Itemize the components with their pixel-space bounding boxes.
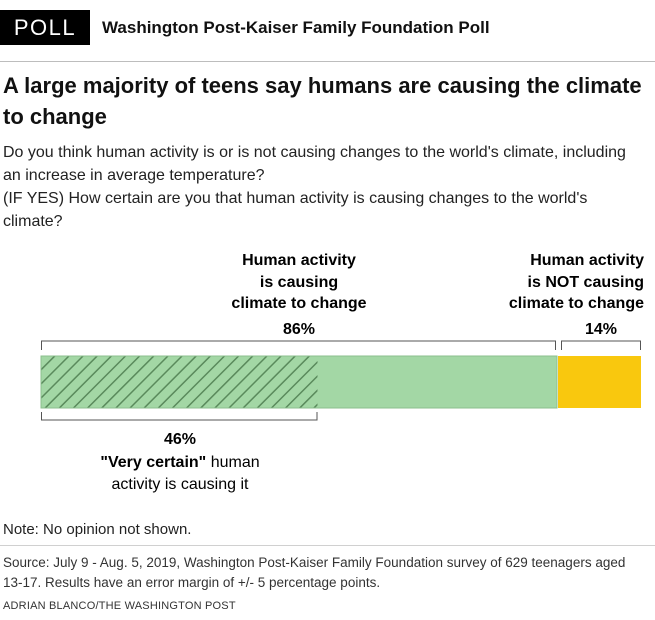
headline: A large majority of teens say humans are… xyxy=(3,73,642,129)
segment-label-causing-line3: climate to change xyxy=(231,295,366,312)
segment-label-causing-line1: Human activity xyxy=(242,252,356,269)
subsegment-label-line1: "Very certain" human xyxy=(100,454,259,471)
subsegment-label-bold: "Very certain" xyxy=(100,454,206,471)
segment-label-causing-line2: is causing xyxy=(260,274,338,291)
segment-label-not-causing-line3: climate to change xyxy=(509,295,644,312)
header-divider xyxy=(0,61,655,62)
stacked-bar-chart: Human activity is causing climate to cha… xyxy=(40,252,644,493)
subsegment-label-rest: human xyxy=(206,454,259,471)
subsegment-label-line2: activity is causing it xyxy=(112,476,249,493)
segment-value-not-causing: 14% xyxy=(585,321,617,338)
poll-title: Washington Post-Kaiser Family Foundation… xyxy=(102,18,490,37)
segment-value-causing: 86% xyxy=(283,321,315,338)
poll-badge: POLL xyxy=(0,10,90,45)
bracket-not-causing xyxy=(561,340,641,350)
bar-not-causing xyxy=(558,356,641,408)
source-text: Source: July 9 - Aug. 5, 2019, Washingto… xyxy=(3,555,626,590)
segment-label-not-causing-line2: is NOT causing xyxy=(528,274,644,291)
subsegment-value: 46% xyxy=(164,431,196,448)
question-1: Do you think human activity is or is not… xyxy=(3,144,626,184)
segment-label-not-causing-line1: Human activity xyxy=(530,252,644,269)
footer-divider xyxy=(0,545,655,546)
bracket-causing xyxy=(41,340,556,350)
question-2: (IF YES) How certain are you that human … xyxy=(3,190,588,230)
bar-very-certain-hatch xyxy=(41,356,318,408)
bracket-very-certain xyxy=(41,412,318,421)
credit: ADRIAN BLANCO/THE WASHINGTON POST xyxy=(3,600,236,612)
poll-header: POLL Washington Post-Kaiser Family Found… xyxy=(0,10,655,45)
note: Note: No opinion not shown. xyxy=(3,521,192,538)
